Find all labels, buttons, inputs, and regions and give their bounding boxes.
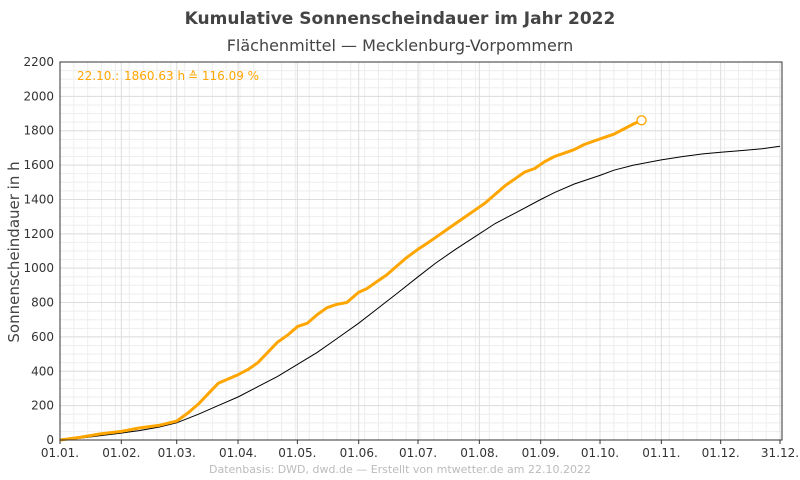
annotation-date: 22.10.: (77, 69, 119, 83)
x-tick-label: 01.09. (522, 446, 560, 460)
x-tick-label: 01.06. (340, 446, 378, 460)
x-tick-label: 01.10. (581, 446, 619, 460)
y-tick-label: 2000 (23, 89, 54, 103)
y-tick-label: 1800 (23, 124, 54, 138)
footer-source: Datenbasis: DWD, dwd.de — Erstellt von m… (209, 463, 591, 476)
x-tick-label: 01.02. (102, 446, 140, 460)
x-tick-label: 01.03. (158, 446, 196, 460)
y-axis-label: Sonnenscheindauer in h (5, 161, 23, 342)
x-tick-label: 01.08. (460, 446, 498, 460)
y-tick-label: 600 (31, 330, 54, 344)
series-reference-line (59, 145, 781, 441)
x-tick-label: 01.01. (41, 446, 79, 460)
y-tick-label: 1200 (23, 227, 54, 241)
y-tick-label: 1600 (23, 158, 54, 172)
series-2022-line (59, 118, 643, 442)
annotation: 22.10.: 1860.63 h ≙ 116.09 % (77, 69, 259, 83)
y-tick-label: 1400 (23, 192, 54, 206)
x-tick-label: 01.07. (399, 446, 437, 460)
y-tick-label: 200 (31, 399, 54, 413)
y-tick-label: 400 (31, 364, 54, 378)
plot-frame (59, 61, 783, 441)
y-axis-ticks: 0 200 400 600 800 1000 1200 1400 1600 1800 2000 220… (23, 55, 54, 447)
x-tick-label: 31.12. (761, 446, 799, 460)
x-tick-label: 01.04. (219, 446, 257, 460)
y-tick-label: 800 (31, 296, 54, 310)
minor-grid (59, 61, 782, 441)
y-tick-label: 0 (46, 433, 54, 447)
series-layer (59, 115, 781, 442)
x-tick-label: 01.11. (642, 446, 680, 460)
x-axis-ticks: 01.01. 01.02. 01.03. 01.04. 01.05. 01.06. 01.0… (41, 440, 799, 460)
annotation-percent: ≙ 116.09 % (188, 69, 259, 83)
x-tick-label: 01.05. (278, 446, 316, 460)
series-2022-endpoint (636, 115, 647, 126)
annotation-hours: 1860.63 h (124, 69, 185, 83)
y-tick-label: 1000 (23, 261, 54, 275)
x-tick-label: 01.12. (702, 446, 740, 460)
y-tick-label: 2200 (23, 55, 54, 69)
chart-subtitle: Flächenmittel — Mecklenburg-Vorpommern (227, 36, 574, 55)
chart-title: Kumulative Sonnenscheindauer im Jahr 202… (185, 9, 616, 29)
